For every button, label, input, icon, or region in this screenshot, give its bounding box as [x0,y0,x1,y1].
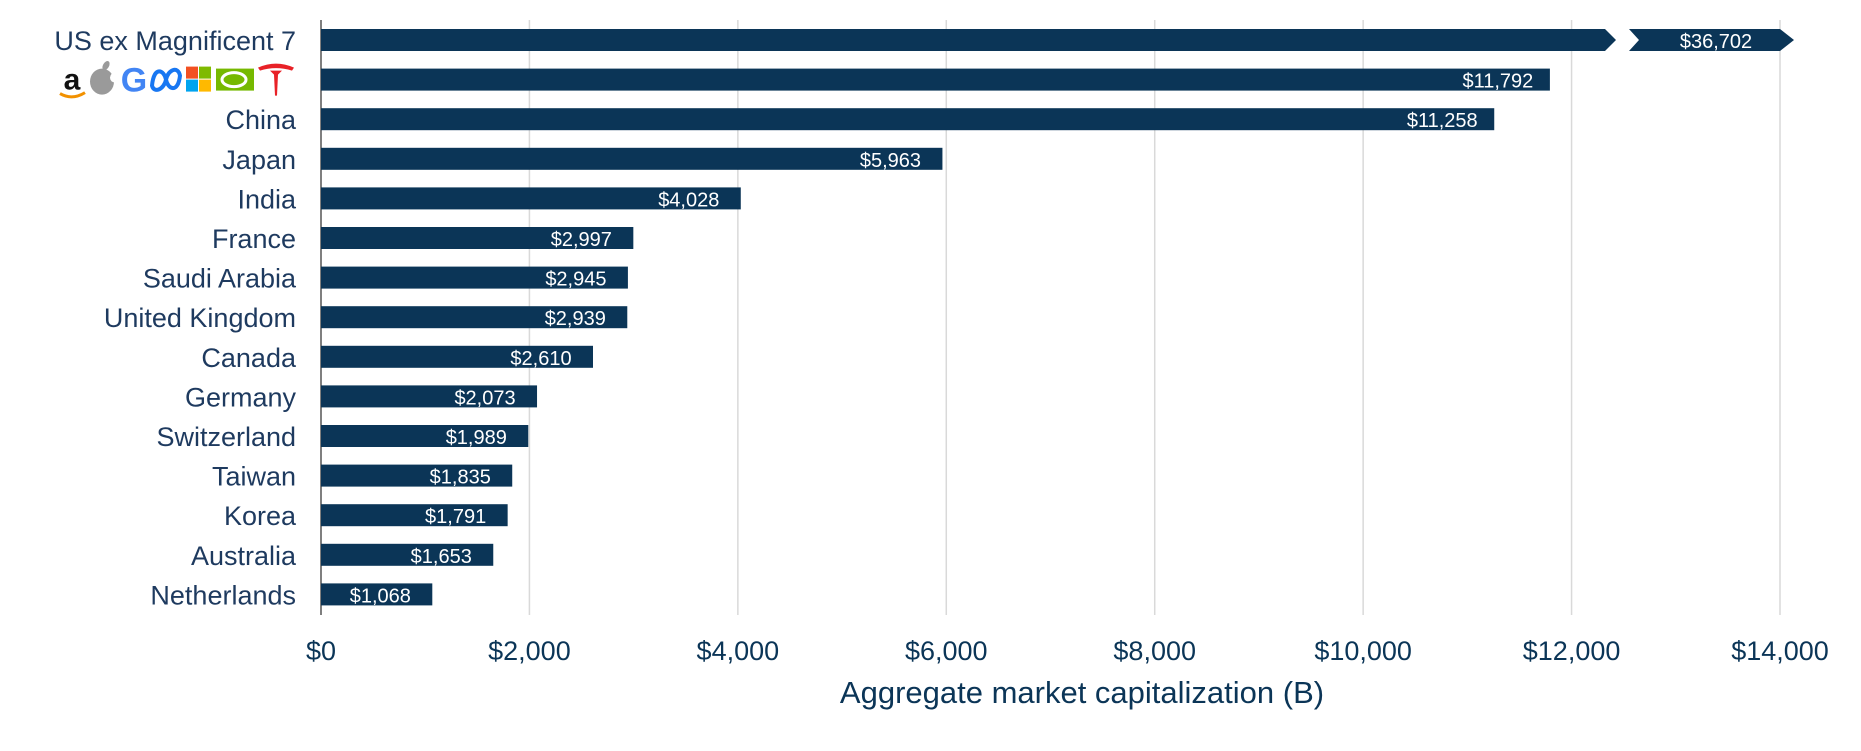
data-label: $11,792 [1462,71,1533,93]
x-tick-label: $0 [306,636,336,666]
bar [321,68,1550,91]
category-label: Netherlands [150,580,296,610]
bars: $36,702 $11,792 $11,258 $5,963 $4,028 $2,997 $… [321,29,1794,607]
data-label: $2,610 [510,348,571,370]
bar [321,504,508,527]
x-tick-label: $8,000 [1113,636,1196,666]
bar [321,345,593,368]
data-label: $4,028 [658,189,719,211]
category-label: Korea [224,501,297,531]
category-label: France [212,224,296,254]
x-tick-label: $10,000 [1314,636,1412,666]
nvidia-icon [216,68,254,91]
category-label: Japan [222,145,296,175]
data-label: $1,653 [411,546,472,568]
svg-text:G: G [121,62,147,100]
bar [321,425,529,447]
category-label: Taiwan [212,462,296,492]
data-label: $36,702 [1680,31,1752,53]
bar [321,543,494,566]
data-label: $1,068 [350,585,411,607]
x-tick-label: $12,000 [1523,636,1621,666]
x-tick-label: $4,000 [697,636,780,666]
data-label: $2,997 [551,229,612,251]
category-label: India [237,184,297,214]
data-label: $2,945 [545,269,606,291]
bar [321,227,634,249]
data-label: $2,939 [545,308,606,330]
microsoft-icon [186,66,211,92]
x-tick-label: $6,000 [905,636,988,666]
bar-overflow-arrow [1629,29,1794,51]
google-icon: G [121,62,147,100]
tesla-icon [258,63,294,96]
data-label: $1,835 [430,467,491,489]
category-label: China [225,105,297,135]
data-label: $5,963 [860,150,921,172]
category-label: Germany [185,382,297,412]
category-label: Australia [191,541,297,571]
x-tick-labels: $0 $2,000 $4,000 $6,000 $8,000 $10,000 $12,000… [306,636,1829,666]
bar [321,583,433,606]
bar [321,385,538,408]
amazon-icon: a [59,64,86,99]
bar [321,29,1616,51]
category-label: Saudi Arabia [143,264,297,294]
apple-icon [90,61,120,95]
bar [321,108,1495,131]
x-tick-label: $2,000 [488,636,571,666]
category-label: US ex Magnificent 7 [54,26,296,56]
bar [321,147,943,170]
category-label: Canada [201,343,297,373]
category-labels: US ex Magnificent 7a GChinaJapanIndiaFran… [54,26,297,610]
data-label: $1,989 [446,427,507,449]
bar [321,187,741,210]
bar [321,306,628,329]
meta-icon [149,67,183,92]
bar [321,464,513,487]
category-label: Switzerland [156,422,296,452]
data-label: $1,791 [425,506,486,528]
x-tick-label: $14,000 [1731,636,1829,666]
svg-text:a: a [64,64,81,97]
bar [321,266,628,289]
data-label: $11,258 [1407,110,1478,132]
x-axis-title: Aggregate market capitalization (B) [840,675,1324,710]
data-label: $2,073 [454,387,515,409]
category-label: United Kingdom [104,303,296,333]
